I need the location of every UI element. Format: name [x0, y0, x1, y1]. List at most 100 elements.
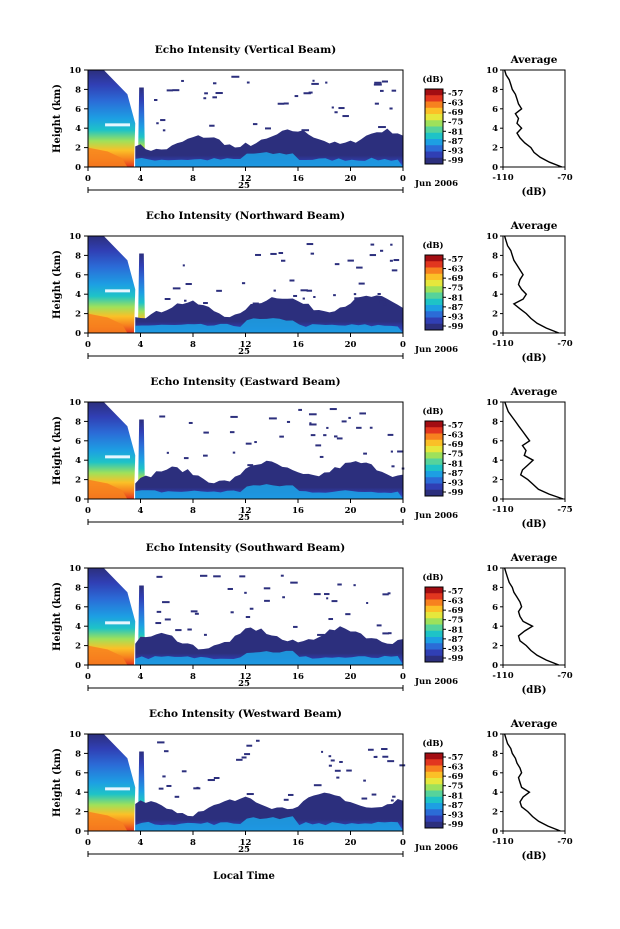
heatmap-echo-patch [326, 426, 329, 429]
heatmap-echo-patch [313, 593, 321, 596]
heatmap-echo-patch [199, 574, 208, 577]
colorbar-swatch [425, 464, 443, 472]
heatmap-echo-patch [378, 126, 386, 129]
heatmap-echo-patch [157, 741, 165, 744]
panel-4: Echo Intensity (Westward Beam) 0 2 4 6 8 10 Hei… [52, 708, 573, 862]
heatmap-echo-patch [160, 119, 166, 122]
colorbar-tick-label: -63 [448, 265, 463, 275]
colorbar-tick-label: -69 [448, 108, 463, 118]
heatmap-echo-patch [313, 295, 316, 298]
colorbar-swatch [425, 151, 443, 159]
heatmap-echo-patch [273, 289, 276, 292]
heatmap-echo-patch [382, 755, 389, 758]
y-tick-label: 6 [75, 769, 81, 779]
x-tick-label: 0 [85, 838, 91, 848]
average-x-tick-label: -110 [492, 837, 513, 847]
average-x-tick-label: -70 [557, 671, 572, 681]
heatmap-echo-patch [282, 596, 285, 599]
x-tick-label: 0 [400, 672, 406, 682]
heatmap-echo-patch [289, 279, 295, 282]
heatmap-echo-patch [347, 259, 354, 262]
y-tick-label: 8 [75, 583, 81, 593]
heatmap-surface-core [88, 645, 128, 665]
average-y-tick-label: 10 [486, 66, 498, 76]
average-y-tick-label: 10 [486, 232, 498, 242]
panel-title: Echo Intensity (Northward Beam) [146, 210, 345, 222]
heatmap-echo-patch [212, 82, 217, 85]
colorbar-tick-label: -93 [448, 810, 463, 820]
x-tick-label: 0 [85, 174, 91, 184]
heatmap-echo-patch [342, 115, 349, 118]
colorbar-swatch [425, 255, 443, 262]
x-tick-label: 0 [400, 838, 406, 848]
heatmap-echo-patch [246, 793, 254, 796]
colorbar-swatch [425, 305, 443, 312]
average-y-tick-label: 2 [492, 642, 498, 652]
heatmap-echo-patch [312, 79, 315, 82]
average-x-unit: (dB) [522, 353, 547, 364]
y-tick-label: 10 [69, 564, 81, 574]
colorbar-swatch [425, 605, 443, 613]
colorbar-swatch [425, 612, 443, 619]
heatmap-echo-patch [315, 444, 322, 447]
heatmap-bright-line [105, 787, 130, 791]
average-y-tick-label: 0 [492, 661, 498, 671]
heatmap-echo-patch [247, 464, 254, 467]
colorbar-swatch [425, 267, 443, 275]
heatmap-spike [137, 253, 146, 333]
heatmap-echo-patch [337, 583, 342, 586]
colorbar-swatch [425, 120, 443, 127]
colorbar-tick-label: -75 [448, 118, 463, 128]
colorbar-tick-label: -81 [448, 625, 463, 635]
colorbar-swatch [425, 317, 443, 325]
colorbar-tick-label: -87 [448, 801, 463, 811]
heatmap-echo-patch [313, 784, 322, 787]
heatmap-bright-line [105, 455, 130, 459]
y-tick-label: 8 [75, 417, 81, 427]
colorbar-swatch [425, 803, 443, 810]
y-tick-label: 6 [75, 437, 81, 447]
colorbar-swatch [425, 599, 443, 607]
y-tick-label: 8 [75, 749, 81, 759]
day-label: 25 [238, 845, 250, 855]
heatmap-echo-patch [290, 581, 298, 584]
x-tick-label: 16 [292, 340, 304, 350]
heatmap-echo-patch [390, 799, 394, 802]
average-profile-line [503, 235, 560, 334]
heatmap-echo-patch [275, 137, 284, 140]
average-profile-line [503, 567, 560, 666]
heatmap-boundary-band [135, 626, 403, 665]
heatmap-echo-patch [361, 797, 368, 800]
average-y-tick-label: 8 [492, 85, 498, 95]
colorbar-swatch [425, 323, 443, 331]
heatmap-echo-patch [399, 764, 406, 767]
heatmap-echo-patch [381, 748, 388, 751]
y-tick-label: 2 [75, 642, 81, 652]
heatmap-echo-patch [382, 632, 389, 635]
y-tick-label: 10 [69, 232, 81, 242]
heatmap-echo-patch [194, 612, 199, 615]
heatmap-echo-patch [286, 420, 291, 423]
y-tick-label: 6 [75, 603, 81, 613]
colorbar-swatch [425, 790, 443, 798]
heatmap-echo-patch [363, 779, 366, 782]
heatmap-echo-patch [239, 575, 246, 578]
average-title: Average [510, 386, 558, 398]
heatmap-echo-patch [164, 298, 171, 301]
y-tick-label: 0 [75, 661, 81, 671]
heatmap-echo-patch [216, 289, 222, 292]
colorbar-frame [424, 254, 444, 331]
colorbar-swatch [425, 107, 443, 115]
heatmap-echo-patch [390, 243, 393, 246]
colorbar-tick-label: -99 [448, 654, 463, 664]
heatmap-echo-patch [181, 79, 184, 82]
average-x-tick-label: -70 [557, 837, 572, 847]
heatmap-echo-patch [162, 775, 166, 778]
panel-title: Echo Intensity (Eastward Beam) [150, 376, 340, 388]
heatmap-surface-core [88, 811, 128, 831]
average-frame [502, 401, 566, 500]
average-y-tick-label: 10 [486, 730, 498, 740]
colorbar-tick-label: -57 [448, 255, 463, 265]
heatmap-echo-patch [334, 111, 338, 114]
x-tick-label: 20 [345, 672, 357, 682]
